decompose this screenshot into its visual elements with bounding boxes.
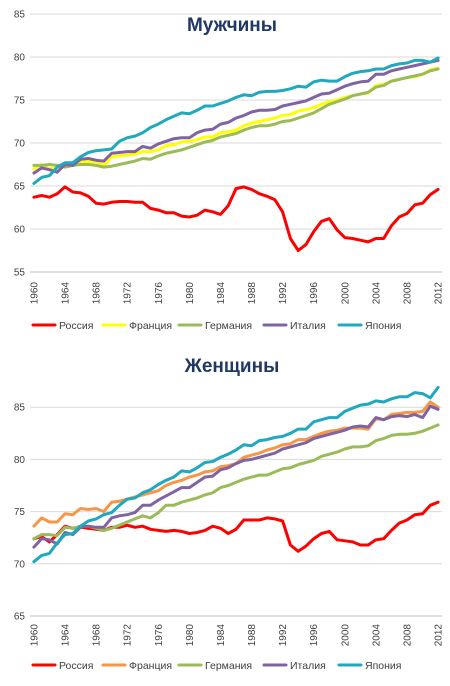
x-tick-label: 1972	[123, 624, 134, 647]
y-tick-label: 65	[14, 182, 26, 193]
x-tick-label: 2008	[403, 624, 414, 647]
y-tick-label: 70	[14, 559, 26, 570]
x-tick-label: 1968	[92, 624, 103, 647]
legend-label: Италия	[290, 320, 326, 332]
chart-title: Женщины	[184, 356, 280, 377]
y-tick-label: 80	[14, 455, 26, 466]
y-tick-label: 55	[14, 268, 26, 279]
y-tick-label: 70	[14, 139, 26, 150]
legend-label: Япония	[365, 660, 401, 672]
x-tick-label: 1980	[185, 282, 196, 305]
x-tick-label: 1984	[216, 282, 227, 305]
series-line	[32, 56, 440, 185]
chart-title: Мужчины	[187, 15, 277, 36]
x-tick-label: 1964	[60, 624, 71, 647]
x-tick-label: 2004	[371, 282, 382, 305]
y-tick-label: 65	[14, 612, 26, 623]
y-tick-label: 85	[14, 10, 26, 21]
legend-label: Россия	[59, 660, 93, 672]
x-tick-label: 2012	[434, 624, 445, 647]
x-tick-label: 1964	[60, 282, 71, 305]
legend-label: Германия	[205, 320, 252, 332]
series-line	[32, 67, 440, 169]
x-tick-label: 1960	[29, 624, 40, 647]
y-tick-label: 60	[14, 225, 26, 236]
legend-label: Италия	[290, 660, 326, 672]
x-tick-label: 2012	[434, 282, 445, 305]
y-tick-label: 75	[14, 507, 26, 518]
x-tick-label: 2000	[340, 624, 351, 647]
y-tick-label: 75	[14, 96, 26, 107]
x-tick-label: 1960	[29, 282, 40, 305]
x-tick-label: 1976	[154, 624, 165, 647]
x-tick-label: 1996	[309, 624, 320, 647]
series-line	[32, 385, 440, 564]
legend-label: Россия	[59, 320, 93, 332]
x-tick-label: 2008	[403, 282, 414, 305]
x-tick-label: 1992	[278, 282, 289, 305]
series-line	[32, 404, 440, 549]
legend-label: Германия	[205, 660, 252, 672]
legend-label: Япония	[365, 320, 401, 332]
x-tick-label: 1968	[92, 282, 103, 305]
chart-women: 65 70 75 80 85 1960 1964 1968 1972 1976 1980 1984 19…	[14, 356, 445, 672]
series-line	[32, 423, 440, 541]
chart-men: 55 60 65 70 75 80 85 1960 1964 1968 1972 1976 1980 19…	[14, 10, 445, 333]
x-tick-label: 2004	[371, 624, 382, 647]
legend-label: Франция	[129, 320, 172, 332]
x-tick-label: 1980	[185, 624, 196, 647]
legend-label: Франция	[129, 660, 172, 672]
series-line	[32, 58, 440, 175]
x-tick-label: 1972	[123, 282, 134, 305]
y-tick-label: 80	[14, 53, 26, 64]
x-tick-label: 2000	[340, 282, 351, 305]
x-tick-label: 1988	[247, 624, 258, 647]
series-line	[32, 185, 440, 252]
x-tick-label: 1992	[278, 624, 289, 647]
y-tick-label: 85	[14, 403, 26, 414]
x-tick-label: 1996	[309, 282, 320, 305]
x-tick-label: 1984	[216, 624, 227, 647]
x-tick-label: 1976	[154, 282, 165, 305]
x-tick-label: 1988	[247, 282, 258, 305]
